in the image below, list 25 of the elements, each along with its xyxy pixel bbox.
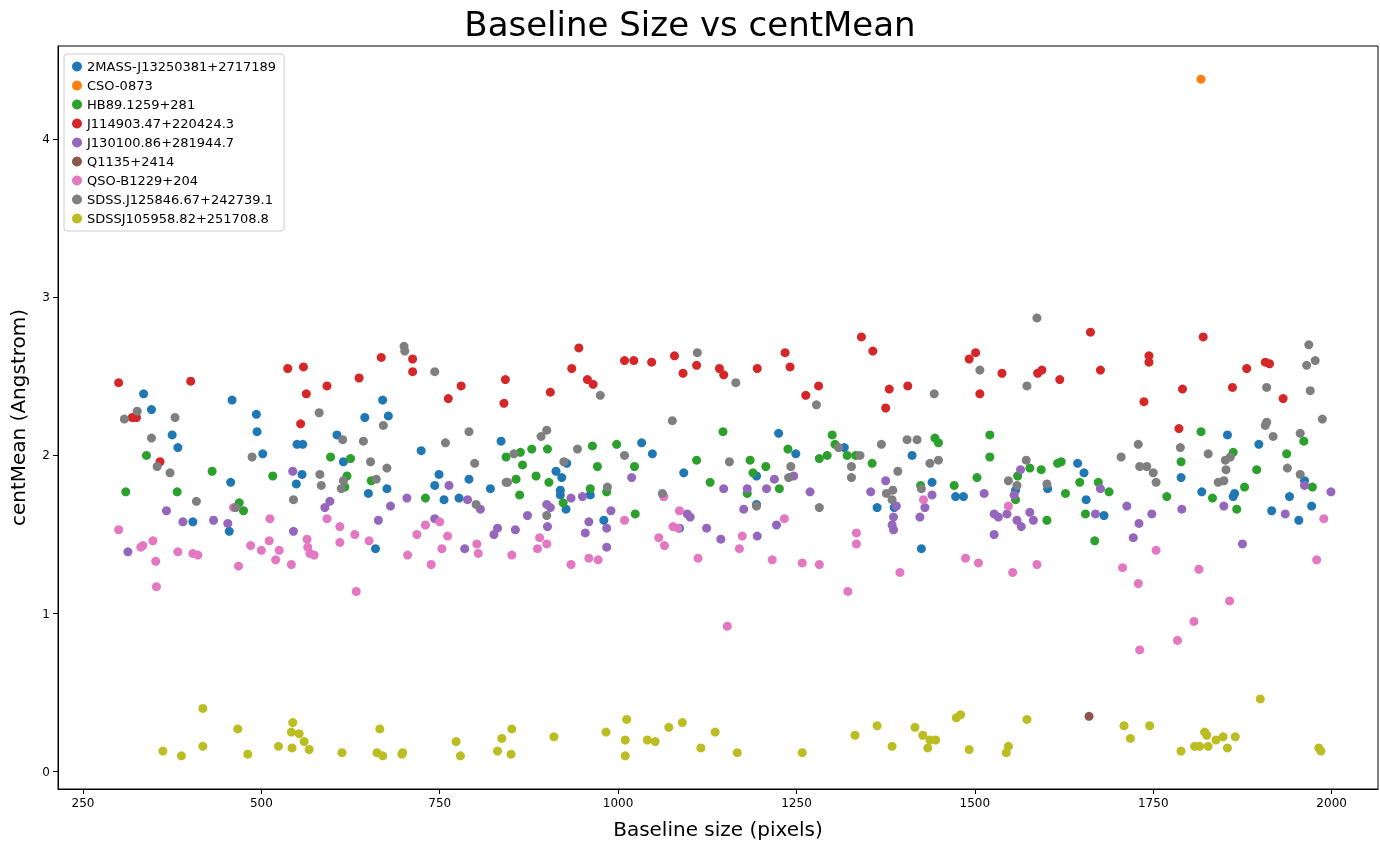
legend-label: SDSS.J125846.67+242739.1 — [87, 192, 273, 207]
x-tick-label: 2000 — [1316, 796, 1347, 810]
y-tick-label: 4 — [42, 132, 50, 147]
legend-label: Q1135+2414 — [87, 154, 175, 169]
y-tick-label: 3 — [42, 290, 50, 305]
y-tick-label: 2 — [42, 448, 50, 463]
y-tick-label: 0 — [42, 764, 50, 779]
x-tick-label: 1000 — [602, 796, 634, 810]
legend-label: CSO-0873 — [87, 78, 153, 93]
legend-label: QSO-B1229+204 — [87, 173, 199, 188]
legend-label: HB89.1259+281 — [87, 97, 196, 112]
y-axis-title: centMean (Angstrom) — [6, 308, 30, 527]
x-tick-label: 250 — [71, 796, 95, 810]
x-tick-label: 1750 — [1137, 796, 1169, 810]
legend-label: J130100.86+281944.7 — [86, 135, 235, 150]
legend-label: SDSSJ105958.82+251708.8 — [87, 211, 269, 226]
x-tick-label: 1250 — [781, 796, 812, 810]
x-axis-title: Baseline size (pixels) — [613, 817, 823, 841]
chart-title: Baseline Size vs centMean — [464, 4, 916, 44]
legend-label: 2MASS-J13250381+2717189 — [87, 59, 277, 74]
x-tick-label: 750 — [428, 796, 452, 810]
y-tick-label: 1 — [42, 606, 50, 621]
legend-label: J114903.47+220424.3 — [86, 116, 235, 131]
x-tick-label: 500 — [249, 796, 273, 810]
x-tick-label: 1500 — [959, 796, 991, 810]
